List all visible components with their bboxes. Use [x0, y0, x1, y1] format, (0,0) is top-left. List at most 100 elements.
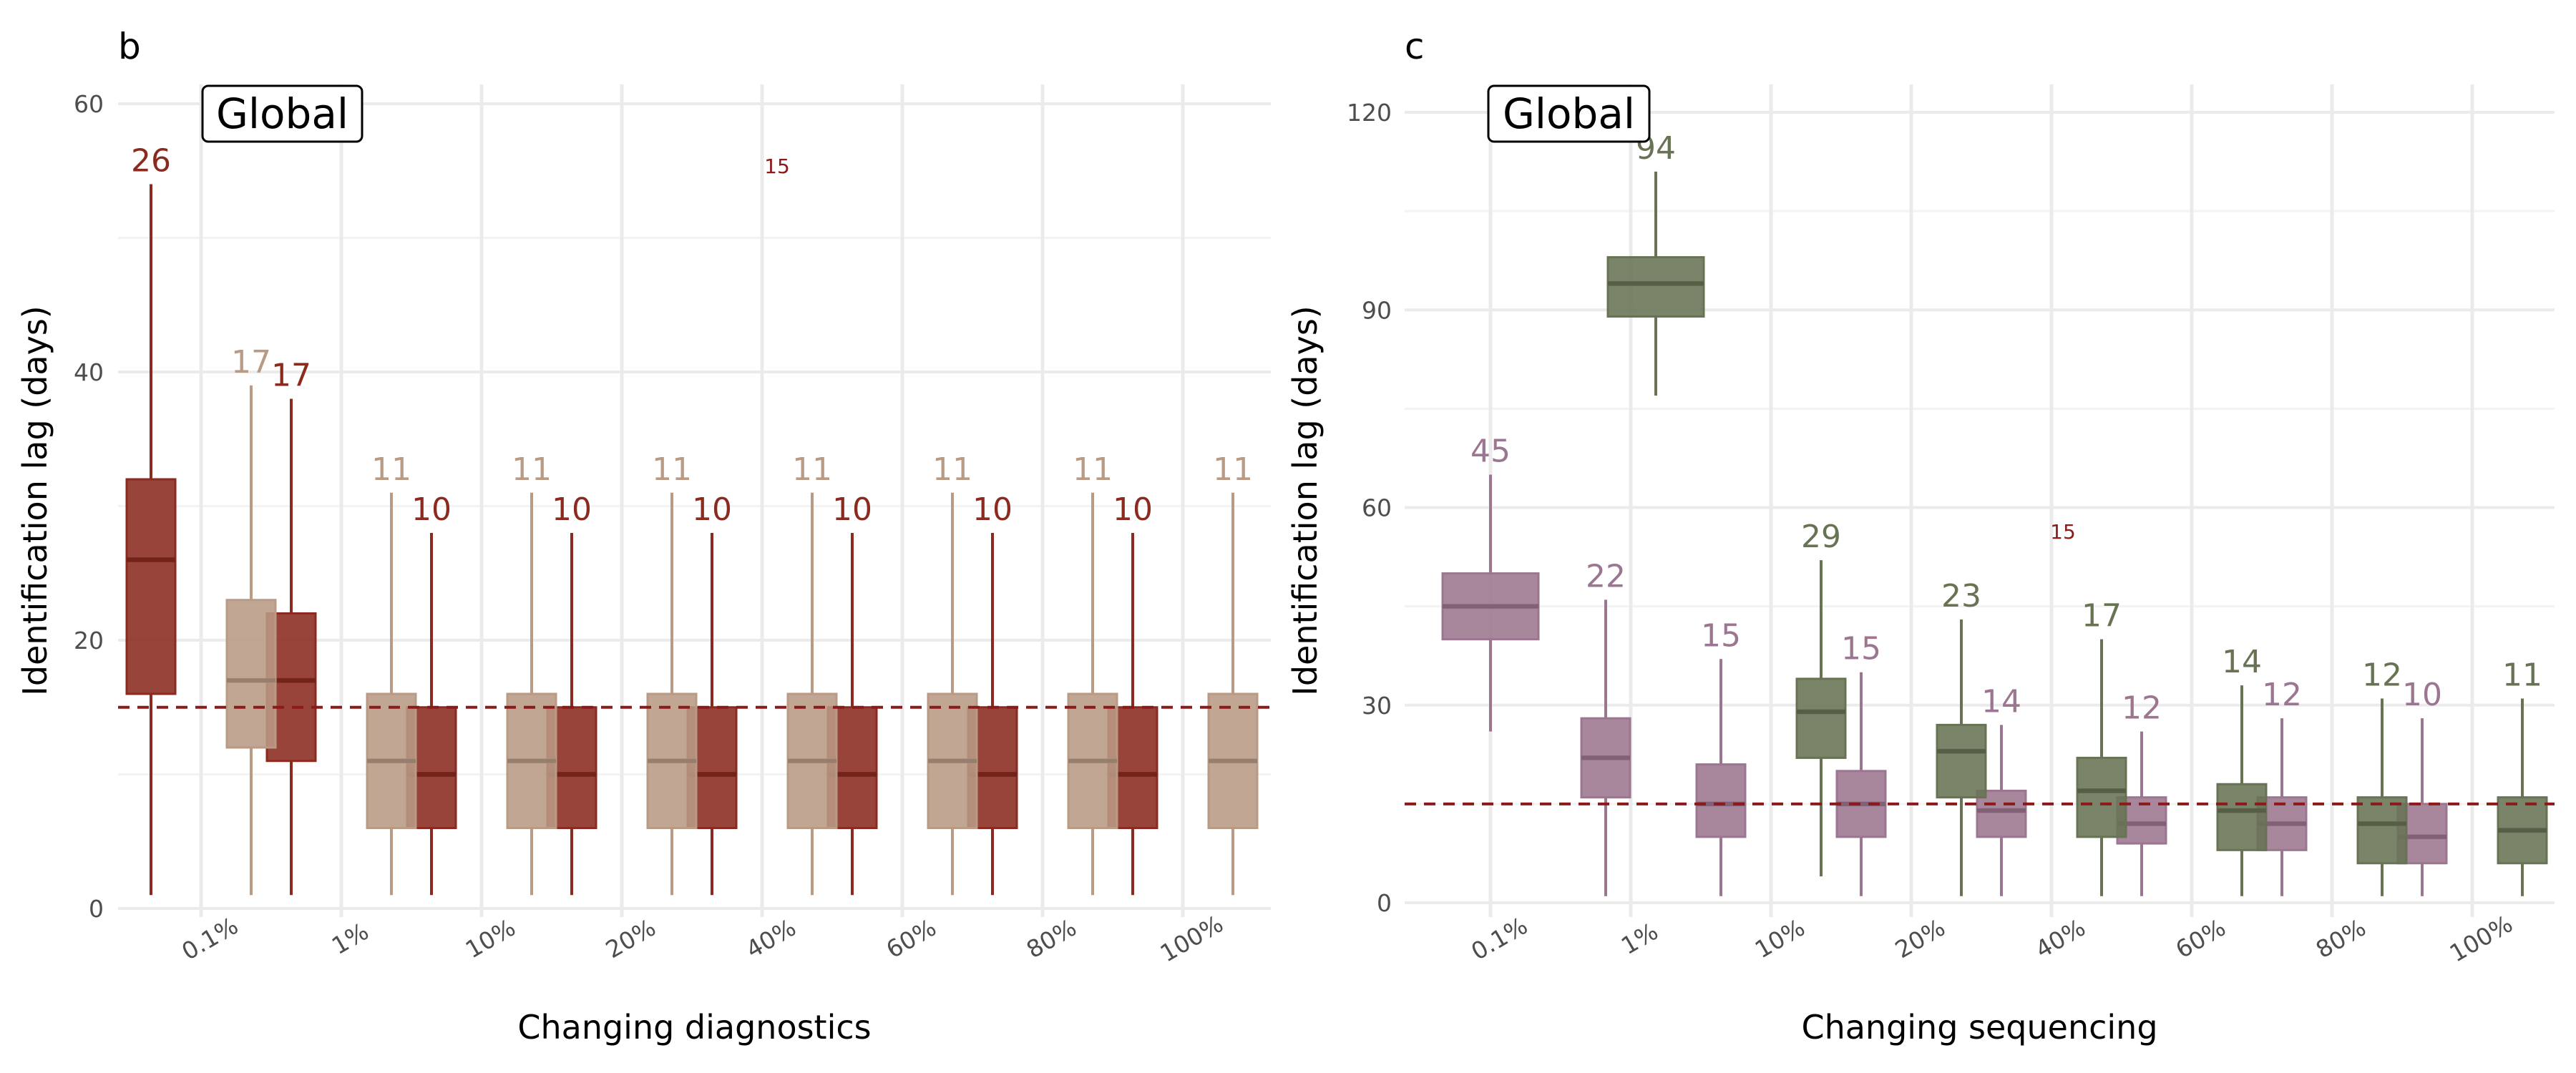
panel-letter-c: c: [1405, 26, 1425, 67]
box-c-b-20%: 23: [1936, 578, 1987, 896]
median-value-label: 15: [1841, 631, 1881, 667]
median-value-label: 10: [972, 491, 1013, 528]
x-tick-label: 1%: [1616, 917, 1663, 960]
y-axis-title: Identification lag (days): [16, 305, 54, 696]
median-value-label: 22: [1586, 558, 1626, 594]
y-tick-label: 120: [1347, 99, 1392, 127]
box-b-b-60%: 11: [927, 451, 978, 896]
x-tick-label: 1%: [327, 917, 374, 960]
x-tick-label: 0.1%: [1466, 911, 1532, 966]
median-value-label: 29: [1801, 519, 1841, 555]
x-tick-label: 10%: [1750, 913, 1810, 964]
median-value-label: 11: [2502, 657, 2542, 694]
median-value-label: 10: [1113, 491, 1153, 528]
median-value-label: 10: [411, 491, 452, 528]
median-value-label: 17: [2082, 598, 2122, 635]
median-value-label: 12: [2122, 690, 2162, 727]
median-value-label: 10: [692, 491, 732, 528]
x-axis-title: Changing sequencing: [1801, 1008, 2157, 1047]
x-axis-title: Changing diagnostics: [517, 1008, 871, 1047]
median-value-label: 15: [1701, 617, 1741, 654]
box-c-b-80%: 12: [2356, 657, 2408, 896]
box-body: [1795, 677, 1847, 759]
x-tick-label: 60%: [2171, 913, 2230, 964]
box-c-a-40%: 14: [1976, 683, 2027, 896]
y-tick-label: 0: [89, 895, 104, 923]
box-body: [2076, 756, 2127, 838]
region-label-box: [201, 84, 364, 143]
median-value-label: 10: [832, 491, 872, 528]
median-value-label: 11: [932, 451, 972, 488]
x-tick-label: 80%: [2311, 913, 2371, 964]
median-value-label: 26: [131, 143, 171, 180]
median-value-label: 23: [1941, 578, 1981, 614]
y-tick-label: 60: [1362, 494, 1392, 522]
x-tick-label: 80%: [1022, 913, 1081, 964]
median-value-label: 11: [371, 451, 411, 488]
median-value-label: 11: [1073, 451, 1113, 488]
x-tick-label: 20%: [601, 913, 660, 964]
box-body: [125, 478, 177, 695]
x-tick-label: 0.1%: [177, 911, 243, 966]
median-value-label: 14: [2222, 644, 2262, 680]
box-body: [225, 599, 277, 749]
box-c-a-10%: 15: [1695, 617, 1747, 896]
box-b-b-0.1%: 17: [225, 344, 277, 896]
box-c-b-10%: 29: [1795, 519, 1847, 877]
x-tick-label: 100%: [1156, 910, 1228, 968]
box-b-b-10%: 11: [506, 451, 557, 896]
box-body: [1976, 789, 2027, 838]
box-c-a-20%: 15: [1835, 631, 1887, 896]
median-value-label: 17: [271, 358, 311, 394]
box-b-b-80%: 11: [1067, 451, 1118, 896]
y-tick-label: 30: [1362, 692, 1392, 720]
y-tick-label: 40: [74, 358, 104, 386]
box-b-b-20%: 11: [646, 451, 698, 896]
y-tick-label: 90: [1362, 296, 1392, 324]
x-tick-label: 100%: [2445, 910, 2517, 968]
median-value-label: 10: [2402, 677, 2442, 713]
y-axis-title: Identification lag (days): [1286, 305, 1324, 696]
median-value-label: 11: [1213, 451, 1253, 488]
y-tick-label: 60: [74, 90, 104, 118]
box-b-a-0.1%: 26: [125, 143, 177, 896]
box-body: [1936, 723, 1987, 799]
box-c-b-100%: 11: [2497, 657, 2548, 896]
median-value-label: 11: [512, 451, 552, 488]
box-c-b-60%: 14: [2216, 644, 2268, 896]
box-b-b-40%: 11: [786, 451, 838, 896]
median-value-label: 11: [792, 451, 832, 488]
median-value-label: 14: [1981, 683, 2021, 720]
x-tick-label: 40%: [741, 913, 801, 964]
region-label-box: [1487, 84, 1651, 143]
y-tick-label: 0: [1377, 889, 1392, 917]
y-tick-label: 20: [74, 627, 104, 655]
reference-line-label: 15: [764, 155, 790, 178]
box-body: [1695, 763, 1747, 838]
box-c-b-40%: 17: [2076, 598, 2127, 896]
panel-b: 0 20 40 60 26 17 10 10 10 10 10 10 17 11 11 11 11 11 11 11 1…: [16, 84, 1271, 1047]
median-value-label: 17: [231, 344, 271, 381]
median-value-label: 45: [1470, 433, 1511, 469]
box-body: [1606, 256, 1705, 318]
box-b-b-1%: 11: [366, 451, 417, 896]
reference-line-label: 15: [2050, 520, 2076, 544]
x-tick-label: 40%: [2031, 913, 2090, 964]
median-value-label: 12: [2362, 657, 2402, 694]
box-body: [2356, 796, 2408, 865]
box-c-b-1%: 94: [1606, 130, 1705, 396]
median-value-label: 12: [2262, 677, 2302, 713]
median-value-label: 11: [652, 451, 692, 488]
box-c-a-1%: 22: [1580, 558, 1631, 896]
panel-letter-b: b: [118, 26, 141, 67]
box-b-b-100%: 11: [1207, 451, 1259, 896]
box-body: [2216, 783, 2268, 851]
median-value-label: 10: [552, 491, 592, 528]
x-tick-label: 60%: [882, 913, 941, 964]
x-tick-label: 10%: [461, 913, 520, 964]
region-label: Global: [1503, 89, 1635, 138]
region-label: Global: [216, 89, 348, 138]
x-tick-label: 20%: [1890, 913, 1950, 964]
